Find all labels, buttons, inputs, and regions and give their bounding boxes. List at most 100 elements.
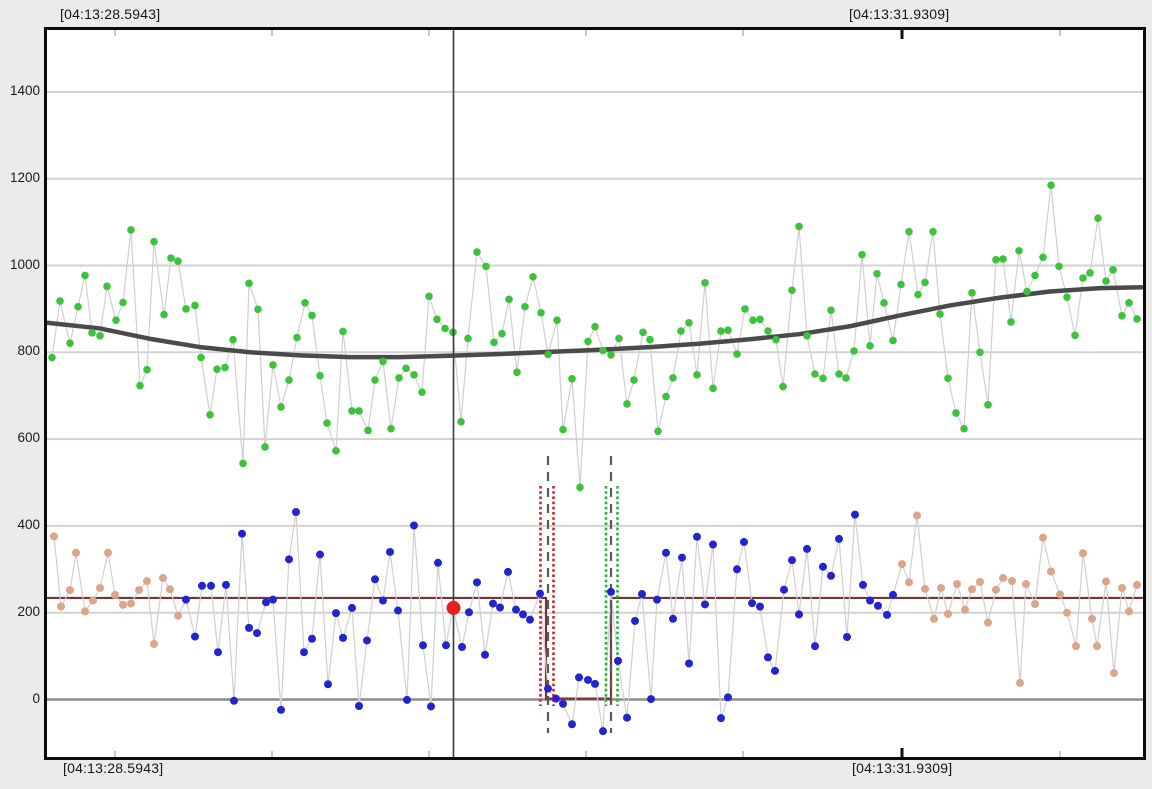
lower-data-point-blue [465,608,473,617]
upper-data-point [112,316,120,324]
upper-data-point [213,365,221,374]
lower-data-point-salmon [104,548,112,557]
upper-data-point [293,333,301,342]
lower-data-point-blue [403,695,411,704]
lower-data-point-blue [678,553,686,562]
lower-data-point-blue [771,666,779,675]
upper-data-point [1023,287,1031,296]
upper-data-point [741,305,749,313]
lower-data-point-salmon [72,548,80,557]
upper-data-point [905,227,913,236]
lower-data-point-salmon [127,599,135,608]
upper-data-point [880,299,888,307]
lower-data-point-blue [300,648,308,657]
lower-data-point-salmon [1079,549,1087,558]
upper-data-point [960,424,968,433]
lower-data-point-salmon [1072,642,1080,651]
lower-data-point-blue [843,633,851,642]
upper-data-point [239,459,247,468]
lower-data-point-salmon [921,584,929,593]
upper-data-point [308,311,316,320]
upper-data-point [285,376,293,384]
upper-data-point [1102,277,1110,285]
upper-data-point [379,357,387,366]
lower-data-point-blue [733,565,741,574]
upper-data-point [654,427,662,436]
lower-data-point-blue [253,629,261,638]
lower-data-point-salmon [961,605,969,614]
chart-canvas[interactable] [47,30,1143,757]
lower-data-point-blue [819,562,827,571]
upper-data-point [858,250,866,259]
upper-data-point [929,227,937,236]
upper-data-point [584,337,592,346]
lower-data-point-salmon [976,577,984,586]
lower-data-point-salmon [66,586,74,595]
lower-data-point-blue [607,587,615,596]
lower-data-point-salmon [930,614,938,623]
lower-data-point-salmon [968,585,976,594]
upper-data-point [371,376,379,384]
upper-data-point [733,350,741,358]
baseline-mean-line [47,596,1143,700]
lower-data-point-salmon [111,590,119,599]
lower-data-point-salmon [1047,567,1055,576]
selection[interactable] [446,600,461,615]
upper-data-point [74,302,82,311]
upper-data-point [591,322,599,331]
lower-data-point-blue [536,589,544,598]
lower-data-point-blue [614,656,622,665]
upper-data-point [921,278,929,287]
baseline [47,596,1143,700]
upper-data-point [803,332,811,340]
upper-data-point [261,443,269,451]
upper-data-point [521,302,529,311]
timestamp-bottom-left: [04:13:28.5943] [63,760,164,776]
lower-data-point-blue [740,537,748,546]
lower-data-point-blue [394,606,402,615]
upper-data-point [425,292,433,301]
lower-data-point-salmon [1039,533,1047,542]
lower-data-point-blue [269,595,277,604]
lower-data-point-salmon [1063,608,1071,617]
upper-data-point [1071,331,1079,340]
lower-data-point-blue [693,532,701,541]
upper-data-point [457,417,465,426]
upper-data-point [607,351,615,359]
upper-data-point [473,248,481,256]
lower-data-point-blue [245,623,253,632]
lower-data-point-salmon [150,639,158,648]
lower-data-point-blue [316,550,324,559]
lower-data-point-blue [638,590,646,599]
lower-data-point-salmon [1102,577,1110,586]
upper-data-point [914,290,922,299]
upper-data-point [669,374,677,382]
lower-data-point-blue [339,633,347,642]
upper-data-point [81,271,89,280]
upper-data-point [677,327,685,335]
upper-data-point [245,279,253,288]
lower-data-point-blue [419,641,427,650]
upper-data-point [701,279,709,287]
upper-data-point [66,339,74,347]
upper-data-point [269,361,277,369]
upper-data-point [1047,181,1055,190]
upper-data-point [143,365,151,374]
lower-data-point-salmon [50,532,58,541]
lower-data-point-blue [883,610,891,619]
upper-data-point [811,370,819,378]
lower-data-point-blue [788,556,796,565]
lower-data-point-salmon [89,596,97,605]
upper-data-point [498,329,506,338]
timestamp-bottom-right: [04:13:31.9309] [852,760,953,776]
upper-data-point [323,419,331,427]
upper-data-point [348,407,356,415]
selected-point-marker[interactable] [446,600,461,615]
lower-data-point-salmon [1093,642,1101,651]
upper-data-point [529,272,537,281]
lower-data-point-blue [827,571,835,580]
upper-data-point [662,392,670,401]
lower-data-point-salmon [96,583,104,592]
upper-data-point [623,400,631,408]
y-axis-label: 400 [17,516,40,532]
